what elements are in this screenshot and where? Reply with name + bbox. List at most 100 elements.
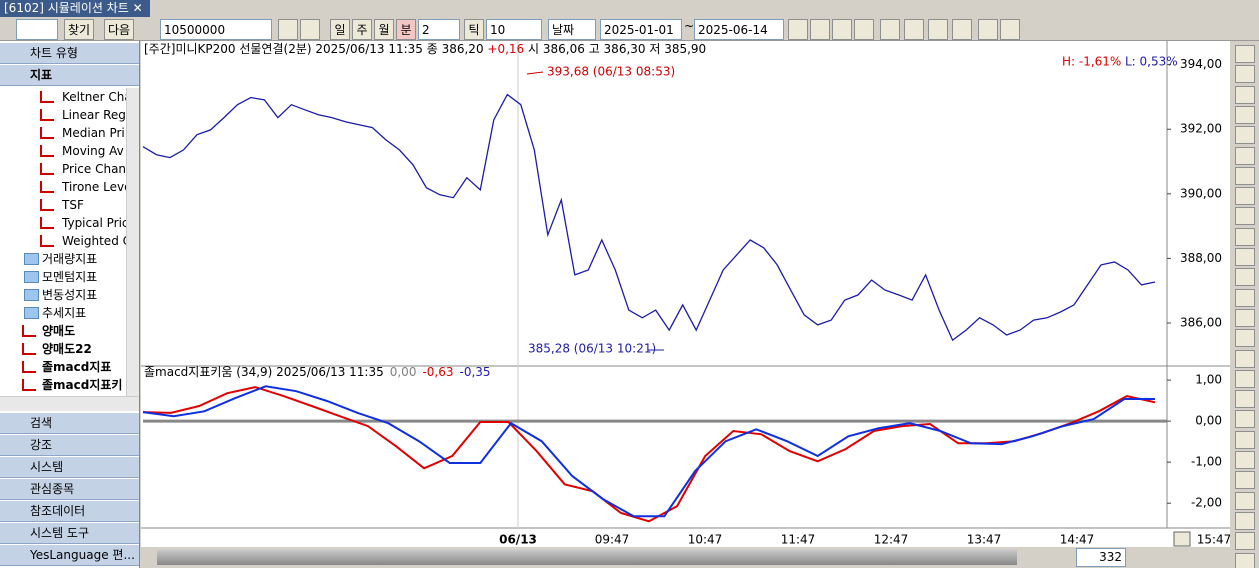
tool-icon[interactable]: [1235, 471, 1255, 490]
indicator-item[interactable]: Median Pri: [40, 124, 126, 142]
start-date[interactable]: 2025-01-01: [600, 19, 682, 40]
tool-icon[interactable]: [1235, 288, 1255, 307]
tool-icon[interactable]: [1235, 511, 1255, 530]
tool-icon[interactable]: [1235, 248, 1255, 266]
scroll-area: 332: [141, 547, 1232, 568]
x-tick-label: 12:47: [874, 533, 909, 547]
right-toolbar: [1232, 41, 1259, 568]
h-scrollbar[interactable]: [0, 396, 139, 411]
sidebar-section[interactable]: 지표: [0, 65, 139, 86]
tool-icon[interactable]: [300, 19, 320, 40]
tool-icon[interactable]: [1235, 146, 1255, 165]
indicator-item[interactable]: Keltner Cha: [40, 88, 126, 106]
low-note: L: 0,53%: [1125, 55, 1178, 69]
custom-icon: [22, 361, 36, 373]
tool-icon[interactable]: [1235, 410, 1255, 429]
tool-icon[interactable]: [1235, 451, 1255, 469]
sidebar-section[interactable]: 시스템: [0, 457, 139, 478]
custom-icon: [22, 325, 36, 337]
period-button[interactable]: 월: [374, 19, 394, 40]
end-date[interactable]: 2025-06-14: [694, 19, 784, 40]
tool-icon[interactable]: [1235, 308, 1255, 327]
tree-scrollbar[interactable]: [126, 88, 139, 396]
tool-icon[interactable]: [1235, 268, 1255, 287]
tool-icon[interactable]: [832, 19, 852, 40]
x-tick-label: 11:47: [781, 533, 816, 547]
tool-icon[interactable]: [1235, 166, 1255, 185]
sidebar-section[interactable]: 관심종목: [0, 479, 139, 500]
tool-icon[interactable]: [1235, 187, 1255, 206]
tool-icon[interactable]: [1235, 369, 1255, 388]
tool-icon[interactable]: [1235, 85, 1255, 104]
tool-icon[interactable]: [854, 19, 874, 40]
tool-icon[interactable]: [1235, 65, 1255, 84]
sidebar-section[interactable]: YesLanguage 편...: [0, 545, 139, 566]
tool-icon[interactable]: [1235, 227, 1255, 246]
indicator-item[interactable]: TSF: [40, 196, 126, 214]
scroll-count[interactable]: 332: [1076, 548, 1126, 567]
tool-icon[interactable]: [1235, 329, 1255, 348]
indicator-icon: [40, 217, 54, 229]
code-input[interactable]: 10500000: [160, 19, 272, 40]
tilde[interactable]: ~: [684, 19, 694, 33]
period-button[interactable]: 분: [396, 19, 416, 40]
sidebar-section[interactable]: 검색: [0, 413, 139, 434]
sidebar-section[interactable]: 참조데이터: [0, 501, 139, 522]
indicator-item[interactable]: Tirone Leve: [40, 178, 126, 196]
tool-icon[interactable]: [1235, 390, 1255, 409]
zoom-icon[interactable]: [1173, 531, 1191, 547]
sidebar-section[interactable]: 시스템 도구: [0, 523, 139, 544]
period-button[interactable]: 주: [352, 19, 372, 40]
folder-icon: [24, 307, 39, 319]
period-button[interactable]: 일: [330, 19, 350, 40]
x-tick-label: 06/13: [499, 533, 537, 547]
folder-item[interactable]: 추세지표: [4, 304, 126, 322]
folder-item[interactable]: 모멘텀지표: [4, 268, 126, 286]
tool-icon[interactable]: [1235, 532, 1255, 551]
window-tab[interactable]: [6102] 시뮬레이션 차트 ✕: [0, 0, 150, 17]
custom-icon: [22, 343, 36, 355]
tool-icon[interactable]: [952, 19, 972, 40]
y-tick-label: 388,00: [1180, 251, 1222, 265]
date-mode[interactable]: 날짜: [548, 19, 596, 40]
interval-combo[interactable]: 2: [418, 19, 460, 40]
tool-icon[interactable]: [1235, 207, 1255, 226]
tool-icon[interactable]: [278, 19, 298, 40]
indicator-item[interactable]: Weighted C: [40, 232, 126, 250]
folder-item[interactable]: 거래량지표: [4, 250, 126, 268]
window-title: [6102] 시뮬레이션 차트: [4, 1, 129, 15]
series-line: [142, 93, 1156, 342]
tick-button[interactable]: 틱: [464, 19, 484, 40]
next-button[interactable]: 다음: [104, 19, 134, 40]
tool-icon[interactable]: [1235, 430, 1255, 449]
indicator-item[interactable]: Price Chan: [40, 160, 126, 178]
x-tick-label: 09:47: [595, 533, 630, 547]
tool-icon[interactable]: [1235, 349, 1255, 368]
y-tick-label: 390,00: [1180, 186, 1222, 200]
indicator-item[interactable]: Typical Pric: [40, 214, 126, 232]
tool-icon[interactable]: [928, 19, 948, 40]
find-button[interactable]: 찾기: [64, 19, 94, 40]
y-tick-label: 394,00: [1180, 57, 1222, 71]
custom-icon: [22, 379, 36, 391]
tool-icon[interactable]: [880, 19, 900, 40]
tool-icon[interactable]: [904, 19, 924, 40]
sidebar-section[interactable]: 강조: [0, 435, 139, 456]
sidebar-section[interactable]: 차트 유형: [0, 43, 139, 64]
indicator-item[interactable]: Linear Regr: [40, 106, 126, 124]
tool-icon[interactable]: [1235, 491, 1255, 510]
indicator-item[interactable]: Moving Av: [40, 142, 126, 160]
tool-icon[interactable]: [1000, 19, 1020, 40]
tool-icon[interactable]: [978, 19, 998, 40]
tool-icon[interactable]: [788, 19, 808, 40]
folder-item[interactable]: 변동성지표: [4, 286, 126, 304]
tool-icon[interactable]: [1235, 552, 1255, 568]
tool-icon[interactable]: [810, 19, 830, 40]
tool-icon[interactable]: [1235, 45, 1255, 63]
scrollbar-track[interactable]: [157, 550, 1017, 565]
indicator-icon: [40, 181, 54, 193]
tick-count[interactable]: 10: [486, 19, 542, 40]
tool-icon[interactable]: [1235, 105, 1255, 124]
tool-icon[interactable]: [1235, 126, 1255, 145]
combo[interactable]: [16, 19, 58, 40]
